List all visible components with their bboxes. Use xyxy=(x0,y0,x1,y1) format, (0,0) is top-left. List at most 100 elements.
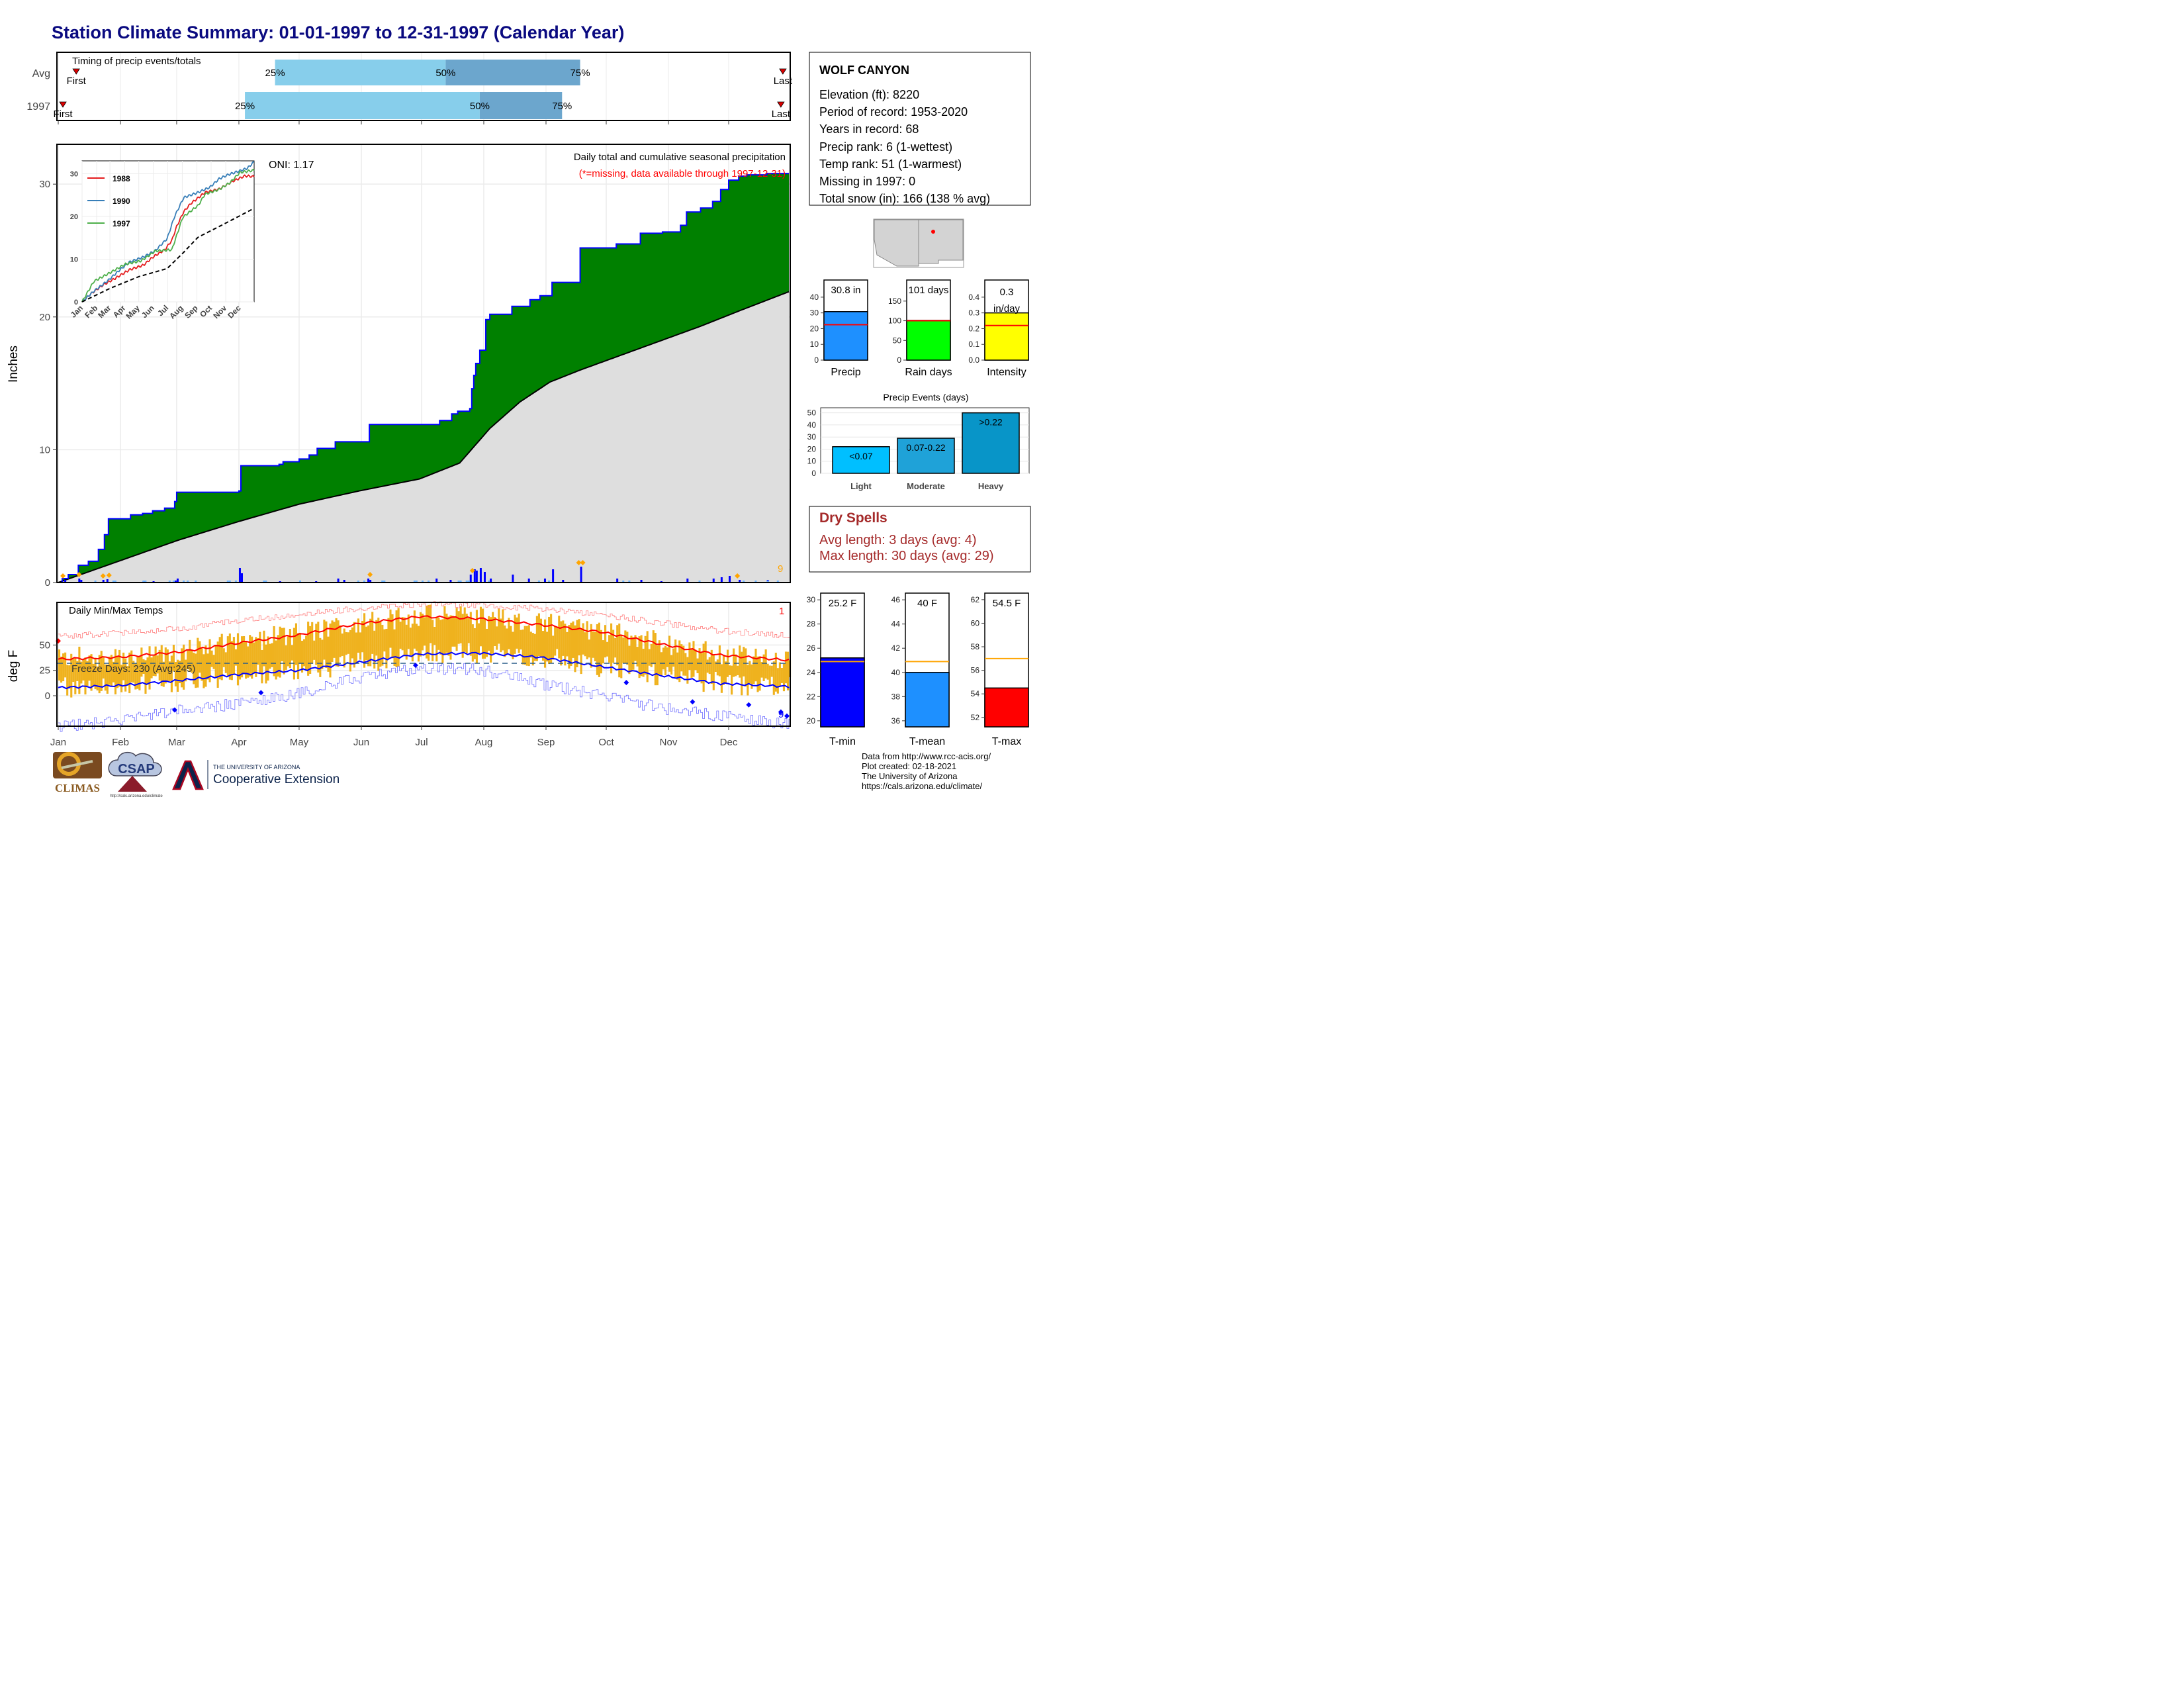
mini-bar-tick-label: 22 xyxy=(807,692,816,701)
daily-temp-range-bar xyxy=(733,648,735,677)
month-tick-label: Aug xyxy=(475,737,493,748)
daily-temp-range-bar xyxy=(550,614,553,663)
daily-temp-range-bar xyxy=(359,632,362,660)
precip-events-chart: Precip Events (days) 0 10 20 30 40 50 <0.07 Lig… xyxy=(807,392,1030,491)
daily-temp-range-bar xyxy=(201,648,203,681)
mini-bar-value xyxy=(823,311,868,361)
daily-temp-range-bar xyxy=(86,661,89,686)
daily-temp-range-bar xyxy=(508,618,510,649)
daily-temp-range-bar xyxy=(106,664,109,694)
daily-temp-range-bar xyxy=(216,641,219,688)
daily-temp-range-bar xyxy=(662,647,665,670)
daily-precip-bar xyxy=(469,575,472,583)
daily-temp-range-bar xyxy=(176,659,179,692)
daily-temp-range-bar xyxy=(349,630,351,672)
daily-trace-mark xyxy=(381,581,384,583)
daily-trace-mark xyxy=(776,581,779,583)
precip-y-tick-label: 0 xyxy=(45,577,50,588)
daily-precip-bar xyxy=(720,577,723,583)
daily-temp-range-bar xyxy=(130,650,133,682)
last-marker-icon xyxy=(777,101,785,108)
daily-temp-range-bar xyxy=(74,658,77,694)
daily-trace-mark xyxy=(698,581,701,583)
daily-temp-range-bar xyxy=(620,634,623,679)
station-frame xyxy=(809,52,1031,206)
daily-temp-range-bar xyxy=(784,651,788,684)
credit-line-source: Data from http://www.rcc-acis.org/ xyxy=(862,751,991,761)
daily-temp-range-bar xyxy=(461,614,464,658)
daily-temp-range-bar xyxy=(295,623,297,665)
daily-temp-range-bar xyxy=(281,628,283,662)
daily-temp-range-bar xyxy=(670,655,673,675)
daily-temp-range-bar xyxy=(602,640,605,664)
daily-temp-range-bar xyxy=(399,622,402,649)
daily-temp-range-bar xyxy=(786,651,790,691)
mini-bar-tick-label: 56 xyxy=(971,666,980,675)
daily-temp-range-bar xyxy=(214,645,217,677)
daily-trace-mark xyxy=(421,581,424,583)
avg-tmin-line xyxy=(58,651,790,690)
mini-bar-value-label: 101 days xyxy=(909,285,949,296)
daily-precip-bar xyxy=(580,567,582,583)
mini-bar-tick-label: 24 xyxy=(807,668,816,677)
daily-temp-range-bar xyxy=(76,661,79,681)
station-precip-rank: Precip rank: 6 (1-wettest) xyxy=(819,140,952,154)
daily-temp-range-bar xyxy=(626,632,629,665)
daily-temp-range-bar xyxy=(413,610,416,649)
daily-temp-range-bar xyxy=(704,641,707,681)
daily-temp-range-bar xyxy=(463,607,466,652)
daily-temp-range-bar xyxy=(263,630,265,667)
daily-temp-range-bar xyxy=(516,617,518,649)
daily-temp-range-bar xyxy=(181,648,183,688)
daily-temp-range-bar xyxy=(164,647,167,684)
daily-temp-range-bar xyxy=(110,655,113,686)
daily-temp-range-bar xyxy=(654,633,657,686)
avg-tmax-line xyxy=(58,615,790,662)
daily-temp-range-bar xyxy=(424,617,426,646)
daily-temp-range-bar xyxy=(533,633,536,661)
timing-percent-label: 50% xyxy=(470,101,490,112)
daily-temp-range-bar xyxy=(636,647,639,667)
daily-temp-range-bar xyxy=(377,618,380,671)
timing-bar-50-75 xyxy=(479,92,563,119)
daily-temp-range-bar xyxy=(720,664,723,693)
record-low-line xyxy=(58,663,791,732)
daily-temp-range-bar xyxy=(700,653,703,684)
daily-temp-range-bar xyxy=(529,632,532,658)
daily-temp-range-bar xyxy=(676,652,679,680)
daily-temp-range-bar xyxy=(72,659,75,682)
month-axis: Jan Feb Mar Apr May Jun Jul Aug Sep Oct Nov Dec xyxy=(50,726,738,748)
daily-temp-range-bar xyxy=(666,647,669,667)
record-low-marker-icon xyxy=(778,709,784,715)
mini-bar-tick-label: 62 xyxy=(971,595,980,604)
daily-temp-range-bar xyxy=(90,654,93,691)
inset-series-line xyxy=(81,161,255,303)
daily-temp-range-bar xyxy=(234,649,238,666)
daily-trace-mark xyxy=(459,581,462,583)
mini-bar-tick-label: 0.4 xyxy=(968,293,979,302)
daily-temp-range-bar xyxy=(309,626,312,674)
station-elevation: Elevation (ft): 8220 xyxy=(819,88,919,101)
daily-temp-range-bar xyxy=(277,635,279,677)
daily-trace-mark xyxy=(112,581,114,583)
temp-summary-bars: 25.2 F 20 22 24 26 28 30 T-min 40 F 36 38 40 42 44 46 T… xyxy=(807,592,1029,747)
daily-temp-range-bar xyxy=(426,605,428,659)
daily-temp-range-bar xyxy=(722,655,725,685)
daily-temp-range-bar xyxy=(624,630,627,663)
daily-temp-range-bar xyxy=(417,626,420,662)
daily-temp-range-bar xyxy=(539,618,543,657)
daily-temp-range-bar xyxy=(459,606,462,643)
daily-temp-range-bar xyxy=(154,646,157,677)
credit-line-univ: The University of Arizona xyxy=(862,771,958,781)
dry-spells-max: Max length: 30 days (avg: 29) xyxy=(819,549,993,563)
daily-temp-range-bar xyxy=(656,645,659,686)
daily-temp-range-bar xyxy=(383,629,386,652)
daily-temp-range-bar xyxy=(743,647,745,677)
daily-temp-range-bar xyxy=(745,648,747,687)
csap-cloud xyxy=(108,751,162,776)
inset-y-tick-label: 30 xyxy=(70,170,78,178)
record-low-marker-icon xyxy=(171,707,177,713)
daily-trace-mark xyxy=(142,581,145,583)
daily-temp-range-bar xyxy=(178,661,181,684)
inset-grid xyxy=(81,161,254,303)
